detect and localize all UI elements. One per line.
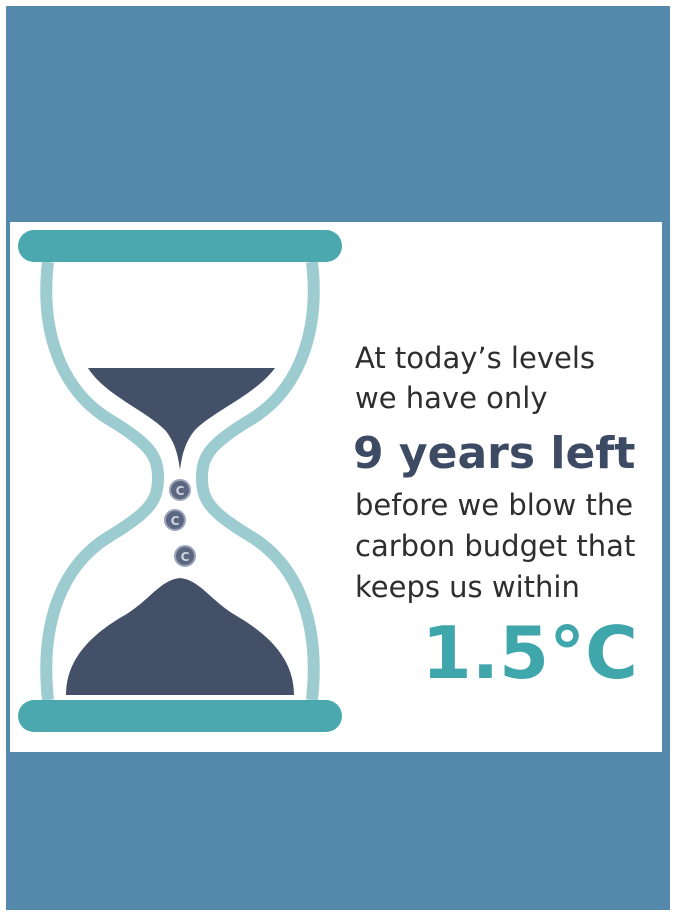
body-line: carbon budget that xyxy=(355,529,635,563)
coin-label: C xyxy=(171,514,180,528)
target: 1.5°C xyxy=(422,611,638,695)
intro-line: we have only xyxy=(355,381,548,415)
coin-label: C xyxy=(181,550,190,564)
cap-top xyxy=(18,230,342,262)
infographic: C C C At today’s levels we have only 9 y… xyxy=(0,0,674,915)
emphasis: 9 years left xyxy=(353,428,635,479)
coin-label: C xyxy=(176,484,185,498)
body-line: keeps us within xyxy=(355,570,580,604)
intro-line: At today’s levels xyxy=(355,341,595,375)
cap-bottom xyxy=(18,700,342,732)
page: C C C At today’s levels we have only 9 y… xyxy=(0,0,674,915)
body-line: before we blow the xyxy=(355,488,633,522)
